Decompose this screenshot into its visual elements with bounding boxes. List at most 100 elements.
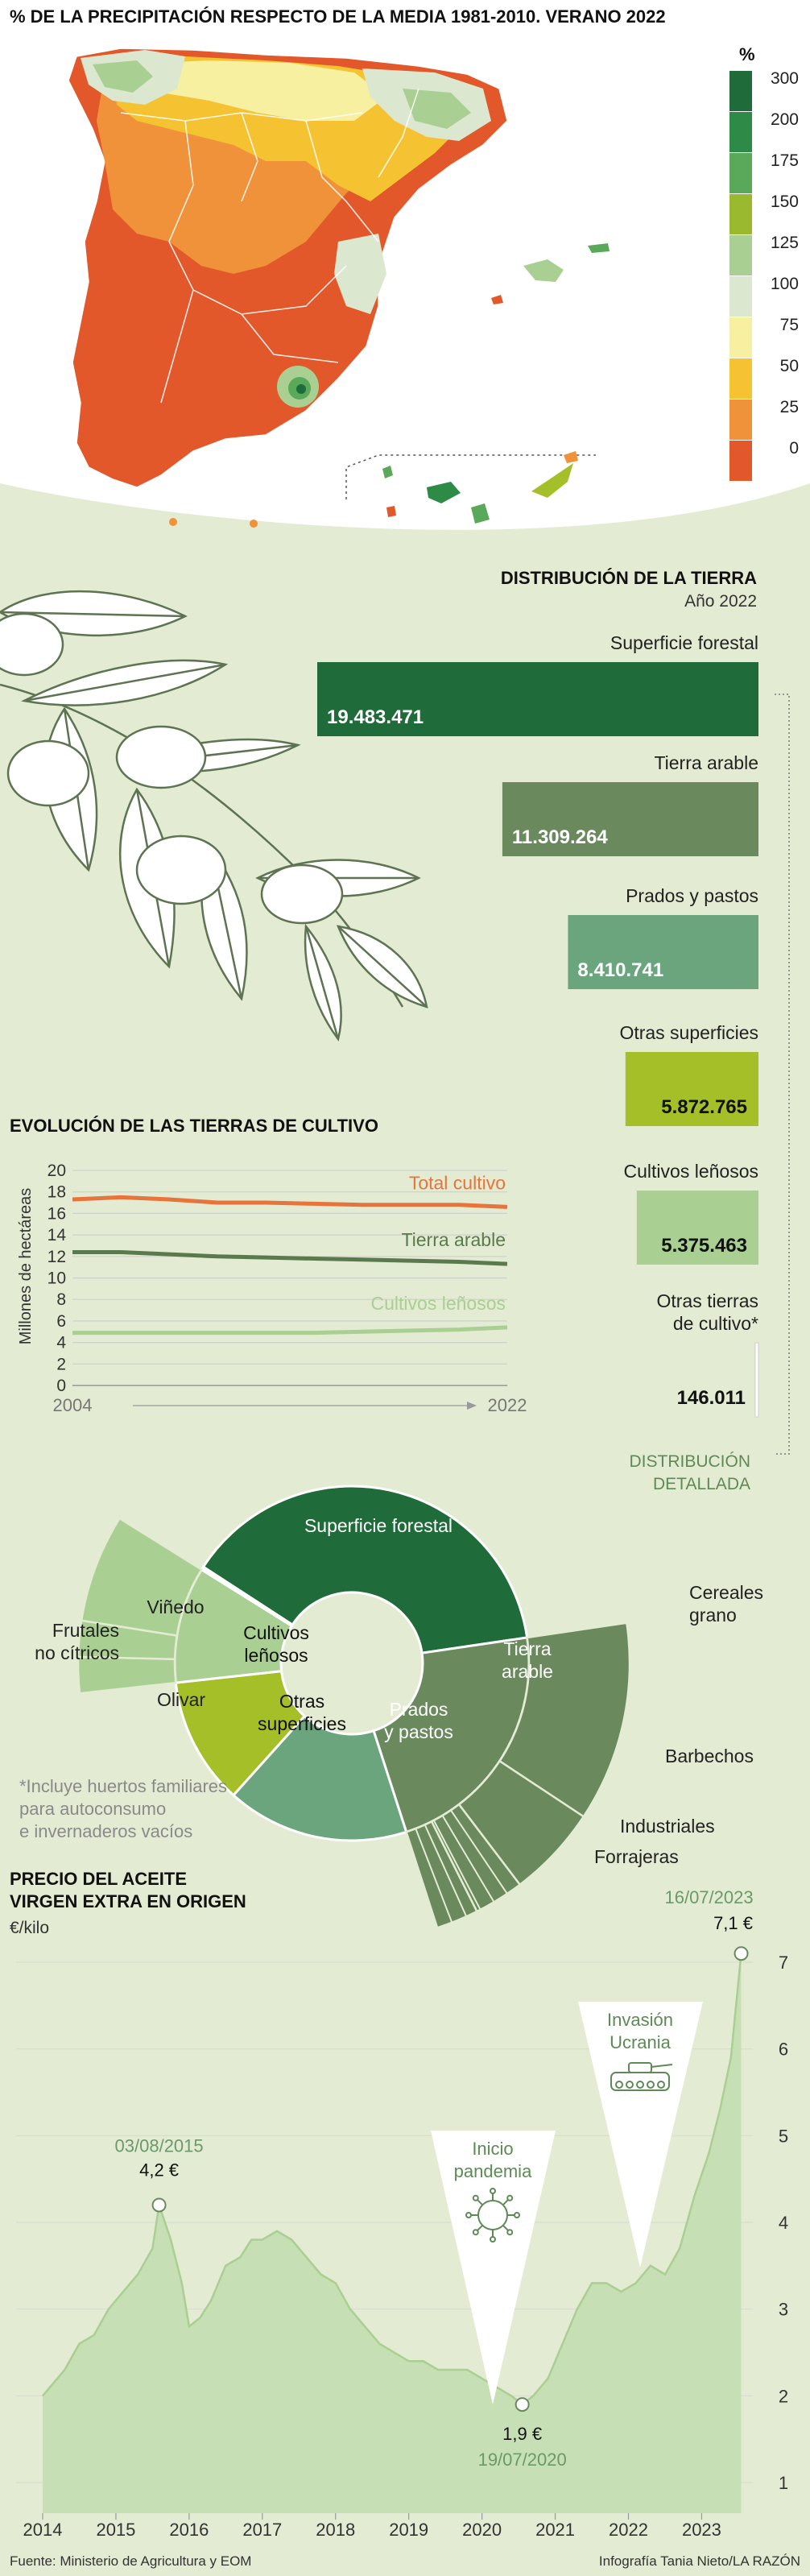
land-bar-value: 5.375.463	[661, 1235, 747, 1257]
map-legend: 300 200 175 150 125 100 75 50 25 0	[729, 69, 799, 481]
evolution-title: EVOLUCIÓN DE LAS TIERRAS DE CULTIVO	[10, 1116, 378, 1136]
olive-fruit	[6, 739, 90, 807]
evolution-series-line	[72, 1250, 508, 1266]
donut-outer-label: Barbechos	[665, 1746, 754, 1766]
evolution-ytick-label: 2	[56, 1355, 66, 1373]
olive-leaf-vein	[337, 926, 428, 1008]
map-legend-unit: %	[739, 44, 755, 64]
oil-xtick-label: 2023	[682, 2520, 721, 2540]
precipitation-map	[68, 48, 610, 528]
evolution-ytick-label: 18	[48, 1183, 66, 1202]
map-zone-125	[93, 60, 153, 93]
oil-price-area-chart: 1 2 3 4 5 6 7 2014 2015 2016 2017 2018 2019 2020 2021 2…	[16, 1887, 788, 2540]
map-legend-label: 75	[780, 316, 799, 334]
donut-outer-label: Viñedo	[147, 1597, 204, 1617]
oil-annotation-value: 1,9 €	[502, 2424, 542, 2444]
donut-inner-slice	[200, 1565, 295, 1628]
donut-inner-label: y pastos	[384, 1721, 453, 1742]
footer-credit: Infografía Tania Nieto/LA RAZÓN	[599, 2553, 800, 2569]
oil-ytick-label: 3	[779, 2300, 788, 2320]
land-bar-value: 11.309.264	[512, 826, 608, 848]
oil-marker	[151, 2197, 167, 2213]
map-legend-swatch	[729, 358, 752, 399]
land-bar	[502, 782, 758, 856]
oil-annotation-value: 7,1 €	[713, 1913, 753, 1933]
oil-marker	[734, 1946, 749, 1961]
land-bar-label: Tierra arable	[654, 752, 758, 773]
evolution-ylabel: Millones de hectáreas	[17, 1188, 35, 1345]
oil-xtick-label: 2017	[242, 2520, 282, 2540]
map-canary-6	[564, 451, 578, 463]
olive-fruit	[135, 835, 227, 905]
land-bar	[568, 915, 758, 989]
donut-inner-label: Prados	[390, 1699, 448, 1720]
map-legend-swatch	[729, 276, 752, 317]
map-legend-label: 0	[789, 439, 799, 458]
evolution-series-line	[72, 1195, 508, 1209]
map-zone-75	[121, 60, 386, 121]
map-canary-3	[471, 503, 490, 524]
map-legend-swatch	[729, 153, 752, 193]
map-zone-south-green-peak	[296, 384, 306, 394]
oil-ytick-label: 5	[779, 2126, 788, 2146]
map-legend-swatch	[729, 441, 752, 481]
land-bar-label: Cultivos leñosos	[624, 1161, 758, 1182]
oil-unit: €/kilo	[10, 1919, 49, 1937]
donut-outer-label: no cítricos	[35, 1642, 119, 1663]
donut-outer-label: Industriales	[620, 1816, 715, 1837]
map-title: % DE LA PRECIPITACIÓN RESPECTO DE LA MED…	[10, 6, 666, 27]
oil-annotation-date: 16/07/2023	[664, 1887, 753, 1907]
tank-icon	[610, 2062, 673, 2091]
donut-outer-divider	[450, 1809, 508, 1895]
evolution-series-label: Cultivos leñosos	[371, 1293, 506, 1314]
evolution-ytick-label: 8	[56, 1290, 66, 1309]
virus-icon	[465, 2188, 520, 2243]
evolution-ytick-label: 6	[56, 1312, 66, 1331]
oil-callout-ukraine-text: Invasión	[607, 2010, 673, 2030]
evolution-series-label: Total cultivo	[409, 1172, 506, 1193]
land-subtitle: Año 2022	[684, 592, 757, 611]
donut-outer-label: Forrajeras	[594, 1846, 679, 1867]
map-legend-swatch	[729, 71, 752, 111]
oil-ytick-label: 7	[779, 1953, 788, 1973]
land-bar-label: de cultivo*	[673, 1313, 758, 1334]
olive-leaf-vein	[0, 611, 186, 618]
donut-inner-label: Otras	[279, 1691, 324, 1712]
map-ceuta	[169, 518, 177, 526]
olive-leaf-vein	[304, 926, 340, 1040]
map-zone-100-east	[334, 234, 386, 314]
oil-ytick-label: 6	[779, 2040, 788, 2060]
donut-inner-label: Tierra	[503, 1638, 551, 1659]
land-bar	[754, 1342, 759, 1418]
oil-xtick-label: 2015	[96, 2520, 135, 2540]
land-bar-value: 146.011	[677, 1387, 746, 1409]
map-legend-label: 175	[771, 151, 799, 170]
map-legend-label: 50	[780, 357, 799, 375]
land-bracket	[775, 694, 790, 1455]
land-bar-label: Otras tierras	[656, 1290, 758, 1311]
oil-ytick-label: 1	[779, 2473, 788, 2493]
evolution-ytick-label: 16	[48, 1204, 66, 1223]
oil-xtick-label: 2021	[535, 2520, 575, 2540]
evolution-xtick-label: 2022	[488, 1395, 527, 1415]
oil-annotation-date: 19/07/2020	[478, 2450, 567, 2470]
oil-area	[43, 1953, 742, 2513]
map-region-borders	[120, 88, 419, 404]
evolution-line-chart: 0 2 4 6 8 10 12 14 16 18 20 2004 2022 Total cultivo Ti…	[48, 1162, 527, 1415]
land-bar-label: Otras superficies	[619, 1022, 758, 1043]
oil-xtick-label: 2019	[389, 2520, 428, 2540]
olive-fruit	[115, 725, 207, 789]
evolution-xtick-label: 2004	[53, 1395, 93, 1415]
olive-fruit	[0, 612, 64, 677]
oil-xtick-label: 2018	[316, 2520, 355, 2540]
oil-marker	[515, 2397, 530, 2412]
donut-footnote-line: para autoconsumo	[19, 1799, 166, 1819]
map-canary-5	[386, 506, 396, 517]
evolution-series-label: Tierra arable	[401, 1229, 506, 1250]
oil-xtick-label: 2022	[609, 2520, 648, 2540]
donut-outer-label: Frutales	[52, 1620, 119, 1641]
map-legend-swatch	[729, 235, 752, 275]
donut-outer-label: grano	[689, 1605, 737, 1626]
donut-outer-divider	[424, 1824, 468, 1917]
